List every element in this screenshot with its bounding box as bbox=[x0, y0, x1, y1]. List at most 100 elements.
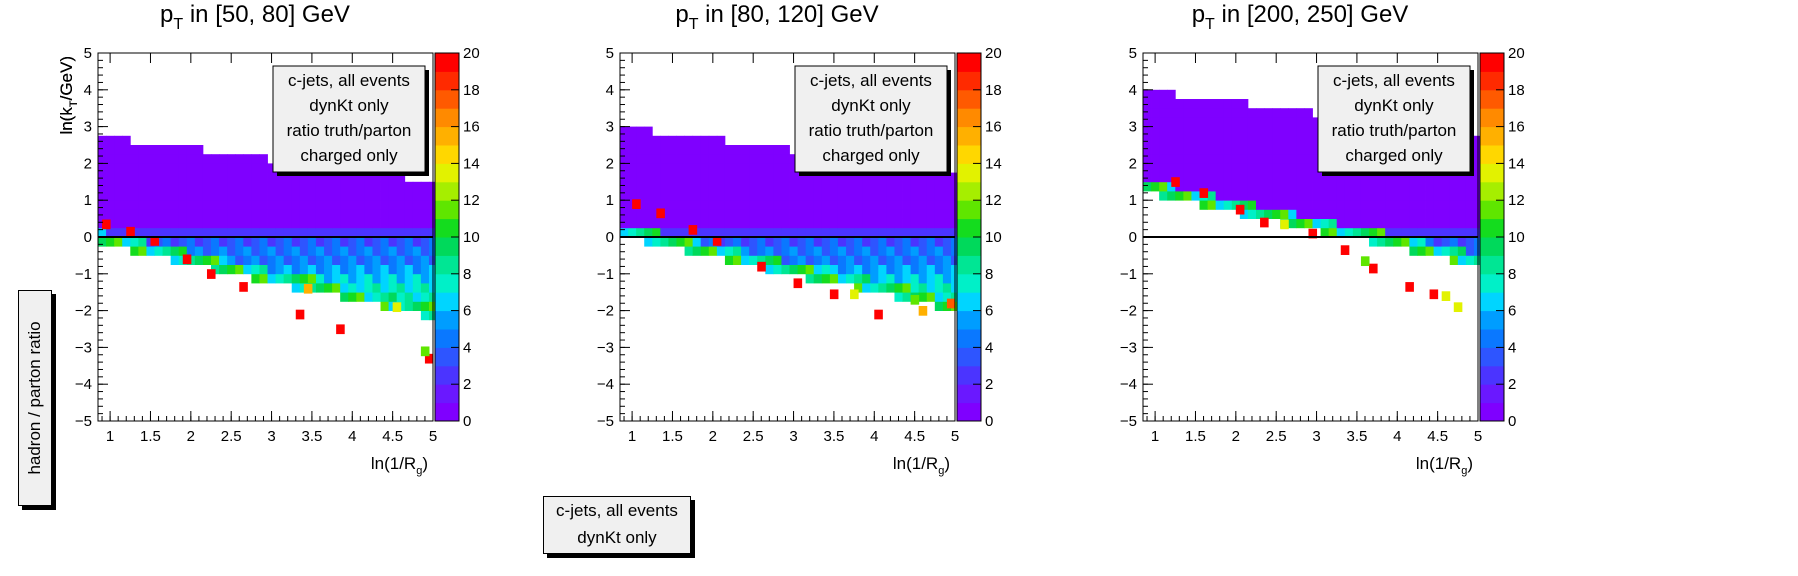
y-tick-label: −3 bbox=[1120, 339, 1137, 356]
heatmap-cell bbox=[340, 292, 349, 302]
legend-frame bbox=[794, 65, 948, 173]
heatmap-cell bbox=[1159, 172, 1168, 183]
heatmap-cell bbox=[918, 292, 928, 302]
heatmap-cell bbox=[1183, 172, 1192, 183]
heatmap-cell bbox=[724, 172, 734, 183]
y-tick-label: 4 bbox=[1129, 82, 1137, 99]
y-tick-label: 2 bbox=[1129, 155, 1137, 172]
heatmap-cell bbox=[628, 163, 637, 173]
heatmap-cell bbox=[235, 181, 244, 192]
heatmap-cell bbox=[194, 191, 204, 201]
heatmap-cell bbox=[1199, 108, 1208, 118]
heatmap-cell bbox=[340, 255, 349, 265]
y-tick-label: 0 bbox=[1129, 229, 1137, 246]
heatmap-cell bbox=[1360, 218, 1370, 229]
heatmap-cell bbox=[202, 172, 212, 183]
heatmap-cell bbox=[1433, 172, 1443, 183]
heatmap-cell bbox=[299, 181, 309, 192]
heatmap-cell bbox=[380, 292, 390, 302]
heatmap-cell bbox=[283, 237, 293, 247]
heatmap-cell bbox=[162, 191, 172, 201]
heatmap-cell bbox=[372, 209, 381, 219]
heatmap-cell bbox=[1449, 172, 1459, 183]
heatmap-cell bbox=[757, 255, 766, 265]
heatmap-cell bbox=[1457, 227, 1467, 238]
heatmap-cell bbox=[1239, 135, 1249, 146]
heatmap-cell bbox=[918, 237, 928, 247]
heatmap-cell bbox=[178, 172, 188, 183]
heatmap-cell bbox=[829, 172, 839, 183]
heatmap-cell bbox=[1159, 89, 1168, 100]
heatmap-cell bbox=[854, 200, 863, 210]
heatmap-cell bbox=[372, 172, 381, 183]
heatmap-cell bbox=[194, 181, 204, 192]
heatmap-cell bbox=[934, 227, 944, 238]
heatmap-cell bbox=[789, 200, 798, 210]
heatmap-cell bbox=[275, 209, 285, 219]
z-tick-label: 0 bbox=[463, 413, 471, 430]
heatmap-cell bbox=[243, 255, 252, 265]
heatmap-cell bbox=[781, 163, 790, 173]
heatmap-cell bbox=[1272, 172, 1281, 183]
highlight-cell bbox=[793, 278, 803, 289]
heatmap-cell bbox=[1239, 163, 1249, 173]
heatmap-cell bbox=[628, 154, 637, 164]
heatmap-cell bbox=[676, 218, 685, 229]
heatmap-cell bbox=[1247, 135, 1257, 146]
heatmap-cell bbox=[1247, 145, 1257, 155]
heatmap-cell bbox=[757, 237, 766, 247]
heatmap-cell bbox=[1393, 181, 1402, 192]
heatmap-cell bbox=[733, 255, 742, 265]
heatmap-cell bbox=[299, 200, 309, 210]
heatmap-cell bbox=[708, 163, 718, 173]
heatmap-cell bbox=[749, 237, 758, 247]
z-tick-label: 16 bbox=[985, 119, 1002, 136]
heatmap-cell bbox=[1320, 172, 1330, 183]
heatmap-cell bbox=[1352, 172, 1362, 183]
heatmap-cell bbox=[797, 237, 807, 247]
heatmap-cell bbox=[1449, 218, 1459, 229]
heatmap-cell bbox=[202, 227, 212, 238]
heatmap-cell bbox=[211, 154, 220, 164]
heatmap-cell bbox=[348, 218, 357, 229]
heatmap-cell bbox=[878, 227, 887, 238]
heatmap-cell bbox=[154, 191, 163, 201]
heatmap-cell bbox=[886, 209, 895, 219]
heatmap-cell bbox=[1280, 126, 1289, 137]
heatmap-cell bbox=[910, 283, 920, 293]
heatmap-cell bbox=[1344, 191, 1354, 201]
heatmap-cell bbox=[227, 172, 236, 183]
x-tick-label: 2.5 bbox=[743, 428, 764, 445]
heatmap-cell bbox=[1159, 108, 1168, 118]
heatmap-cell bbox=[684, 218, 694, 229]
color-bar-segment bbox=[1480, 200, 1504, 220]
heatmap-cell bbox=[757, 163, 766, 173]
heatmap-cell bbox=[420, 181, 430, 192]
heatmap-cell bbox=[348, 264, 357, 275]
heatmap-cell bbox=[724, 218, 734, 229]
heatmap-cell bbox=[251, 163, 260, 173]
heatmap-cell bbox=[1304, 126, 1313, 137]
heatmap-cell bbox=[765, 255, 774, 265]
heatmap-cell bbox=[942, 227, 952, 238]
heatmap-cell bbox=[934, 283, 944, 293]
heatmap-cell bbox=[1207, 172, 1217, 183]
y-tick-label: 0 bbox=[606, 229, 614, 246]
heatmap-cell bbox=[741, 181, 750, 192]
color-bar-segment bbox=[957, 163, 981, 183]
heatmap-cell bbox=[829, 246, 839, 256]
heatmap-cell bbox=[1409, 209, 1418, 219]
color-bar-segment bbox=[435, 384, 459, 404]
heatmap-cell bbox=[130, 145, 139, 155]
heatmap-cell bbox=[348, 181, 357, 192]
heatmap-cell bbox=[1239, 126, 1249, 137]
heatmap-cell bbox=[1199, 181, 1208, 192]
heatmap-cell bbox=[846, 200, 855, 210]
heatmap-cell bbox=[846, 209, 855, 219]
heatmap-cell bbox=[918, 209, 928, 219]
heatmap-cell bbox=[862, 255, 871, 265]
heatmap-cell bbox=[315, 200, 325, 210]
heatmap-cell bbox=[644, 237, 653, 247]
heatmap-cell bbox=[1288, 145, 1297, 155]
heatmap-cell bbox=[894, 172, 903, 183]
